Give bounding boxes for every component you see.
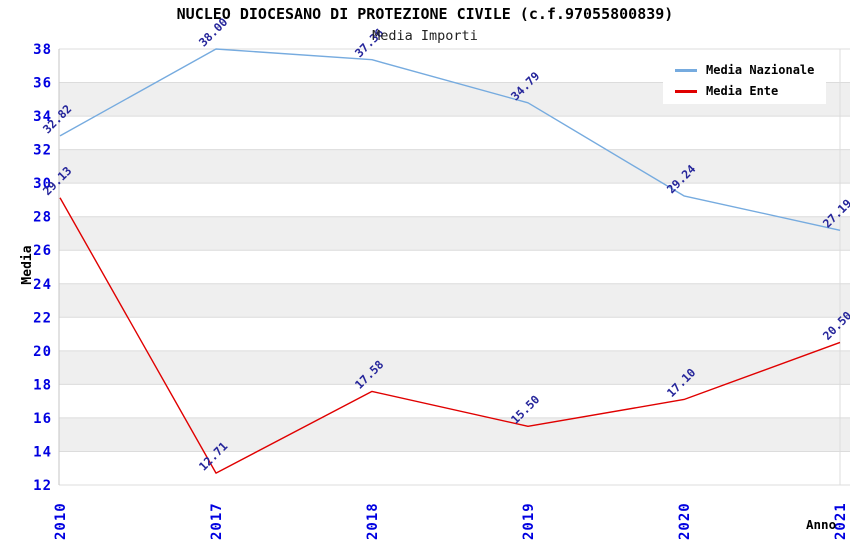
x-tick-label: 2018: [365, 502, 381, 540]
y-tick-label: 30: [33, 176, 52, 192]
x-tick-label: 2019: [521, 502, 537, 540]
y-tick-label: 38: [33, 42, 52, 58]
band: [59, 216, 850, 251]
y-tick-label: 22: [33, 310, 52, 326]
y-tick-label: 18: [33, 377, 52, 393]
y-tick-label: 36: [33, 76, 52, 92]
y-axis-title: Media: [20, 245, 35, 285]
y-tick-label: 34: [33, 109, 52, 125]
y-tick-label: 26: [33, 243, 52, 259]
y-tick-label: 12: [33, 478, 52, 494]
series-line-media-nazionale: [59, 48, 841, 231]
legend-item-media-nazionale: Media Nazionale: [675, 63, 814, 77]
y-tick-label: 20: [33, 344, 52, 360]
y-tick-label: 16: [33, 411, 52, 427]
chart-subtitle: Media Importi: [372, 28, 478, 44]
x-axis-title: Anno: [806, 517, 837, 532]
legend-item-media-ente: Media Ente: [675, 84, 814, 98]
legend: Media Nazionale Media Ente: [663, 57, 827, 104]
band: [59, 149, 850, 184]
y-tick-label: 32: [33, 143, 52, 159]
series-line-media-ente: [59, 197, 841, 474]
y-tick-label: 24: [33, 277, 52, 293]
legend-label-media-nazionale: Media Nazionale: [706, 63, 815, 77]
y-tick-label: 28: [33, 210, 52, 226]
y-tick-label: 14: [33, 444, 52, 460]
legend-label-media-ente: Media Ente: [706, 84, 779, 98]
x-tick-label: 2010: [53, 502, 69, 540]
band: [59, 283, 850, 318]
x-tick-label: 2021: [833, 502, 849, 540]
x-tick-label: 2020: [677, 502, 693, 540]
band: [59, 417, 850, 452]
media-nazionale-line-swatch: [675, 68, 697, 72]
x-tick-label: 2017: [209, 502, 225, 540]
media-ente-line-swatch: [675, 89, 697, 93]
chart-title: NUCLEO DIOCESANO DI PROTEZIONE CIVILE (c…: [176, 5, 674, 23]
band: [59, 350, 850, 385]
